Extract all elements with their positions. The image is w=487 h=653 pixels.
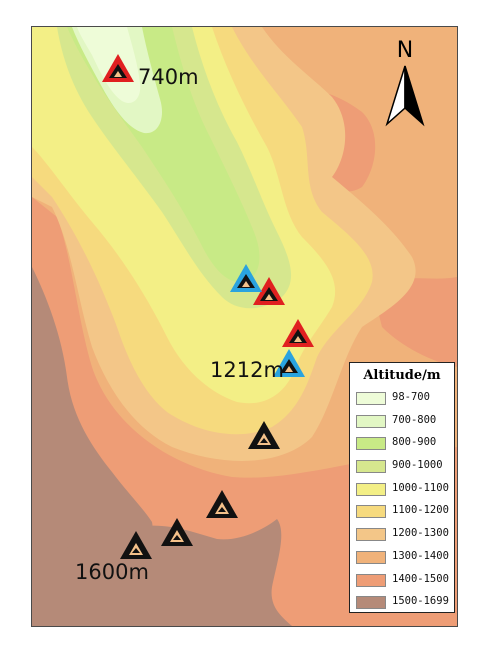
legend-item: 1400-1500 — [350, 568, 454, 591]
north-label: N — [396, 38, 414, 63]
site-marker-blue — [273, 349, 305, 377]
legend-label: 98-700 — [392, 391, 430, 403]
legend-label: 700-800 — [392, 413, 437, 426]
legend-swatch — [356, 505, 386, 519]
legend-label: 1200-1300 — [392, 527, 449, 540]
site-marker-red — [282, 319, 314, 347]
site-marker-red — [102, 54, 134, 82]
elev-band-1500-1699-west — [32, 267, 153, 592]
legend-label: 1000-1100 — [392, 481, 449, 494]
legend-swatch — [356, 460, 386, 474]
legend-item: 1100-1200 — [350, 499, 454, 522]
elev-band-98-700 — [77, 27, 141, 103]
legend-swatch — [356, 392, 386, 405]
site-marker-black — [161, 518, 193, 546]
legend-label: 1400-1500 — [392, 572, 449, 585]
elevation-label-1600: 1600m — [75, 560, 149, 584]
elev-band-1500-1699-south — [32, 519, 292, 626]
north-arrow: N — [384, 40, 426, 130]
legend-swatch — [356, 482, 386, 496]
legend-label: 1300-1400 — [392, 549, 449, 562]
legend-item: 98-700 — [350, 386, 454, 409]
elev-band-1500-1699-bottom-left — [32, 497, 58, 547]
map-frame — [31, 26, 458, 627]
legend-item: 800-900 — [350, 431, 454, 454]
elevation-label-740: 740m — [138, 65, 199, 89]
legend-item: 1500-1699 — [350, 590, 454, 613]
legend-label: 800-900 — [392, 436, 437, 449]
legend-swatch — [356, 573, 386, 587]
legend-label: 900-1000 — [392, 459, 443, 472]
elevation-label-1212: 1212m — [210, 358, 284, 382]
north-arrow-icon — [385, 65, 425, 127]
legend-label: 1500-1699 — [392, 595, 449, 608]
site-marker-red — [253, 277, 285, 305]
legend-swatch — [356, 528, 386, 542]
legend-label: 1100-1200 — [392, 504, 449, 517]
site-marker-black — [206, 490, 238, 518]
legend-title: Altitude/m — [363, 368, 441, 383]
legend-swatch — [356, 550, 386, 564]
legend-swatch — [356, 596, 386, 610]
site-marker-blue — [230, 264, 262, 292]
site-marker-black — [120, 531, 152, 559]
legend-item: 900-1000 — [350, 454, 454, 477]
legend-item: 1300-1400 — [350, 545, 454, 568]
legend-swatch — [356, 437, 386, 451]
legend-swatch — [356, 414, 386, 428]
legend-item: 700-800 — [350, 409, 454, 432]
legend-item: 1000-1100 — [350, 477, 454, 500]
legend-item: 1200-1300 — [350, 522, 454, 545]
altitude-legend: Altitude/m 98-700 700-800 800-900 900-10… — [349, 362, 455, 613]
site-marker-black — [248, 421, 280, 449]
elevation-map — [32, 27, 457, 626]
